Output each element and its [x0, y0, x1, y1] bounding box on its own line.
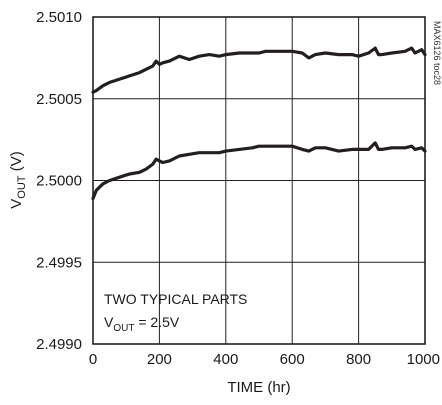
y-tick-label: 2.4990: [36, 336, 82, 353]
annotation-value: = 2.5V: [134, 314, 179, 330]
annotation-line-1: TWO TYPICAL PARTS: [104, 291, 247, 307]
y-axis-title-main: V: [8, 199, 25, 209]
y-axis-title: VOUT (V): [8, 151, 28, 208]
y-tick-labels: 2.4990 2.4995 2.5000 2.5005 2.5010: [36, 9, 82, 353]
y-axis-title-unit: (V): [8, 151, 25, 175]
x-tick-label: 600: [280, 351, 305, 368]
y-tick-label: 2.4995: [36, 254, 82, 271]
x-tick-label: 800: [346, 351, 371, 368]
x-tick-label: 400: [213, 351, 238, 368]
y-tick-label: 2.5000: [36, 173, 82, 190]
annotation-v-main: V: [104, 314, 114, 330]
y-tick-label: 2.5005: [36, 91, 82, 108]
annotation-v-subscript: OUT: [113, 323, 134, 334]
series-line-1: [91, 46, 427, 94]
data-series: [91, 46, 427, 201]
plot-frame: [92, 16, 426, 345]
x-tick-label: 1000: [407, 351, 440, 368]
y-tick-label: 2.5010: [36, 9, 82, 26]
series-line-2: [91, 141, 427, 201]
y-axis-title-subscript: OUT: [16, 175, 28, 199]
grid-lines: [93, 17, 425, 344]
x-tick-label: 200: [147, 351, 172, 368]
x-axis-title: TIME (hr): [227, 379, 290, 396]
figure-id-label: MAX6126 toc28: [432, 21, 442, 85]
x-tick-label: 0: [89, 351, 97, 368]
x-tick-labels: 0 200 400 600 800 1000: [89, 351, 440, 368]
annotation-line-2: VOUT = 2.5V: [104, 314, 180, 334]
